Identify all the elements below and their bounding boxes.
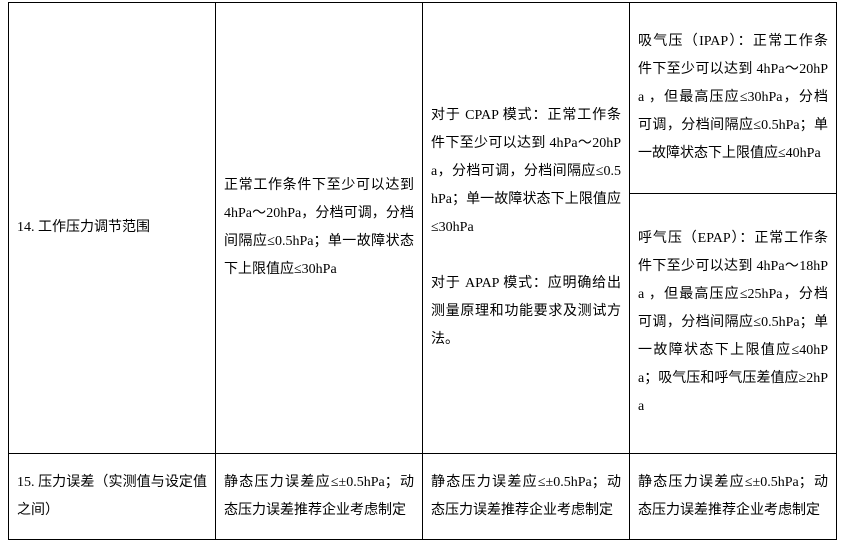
row14-col4a: 吸气压（IPAP）：正常工作条件下至少可以达到 4hPa～20hPa ，但最高压…	[638, 34, 828, 161]
row15-col4-cell: 静态压力误差应≤±0.5hPa；动态压力误差推荐企业考虑制定	[630, 454, 837, 540]
row14-col3-p1: 对于 CPAP 模式：正常工作条件下至少可以达到 4hPa～20hPa，分档可调…	[431, 102, 621, 242]
row14-col3-cell: 对于 CPAP 模式：正常工作条件下至少可以达到 4hPa～20hPa，分档可调…	[423, 3, 630, 454]
row15-col2-cell: 静态压力误差应≤±0.5hPa；动态压力误差推荐企业考虑制定	[216, 454, 423, 540]
row15-col4: 静态压力误差应≤±0.5hPa；动态压力误差推荐企业考虑制定	[638, 475, 828, 518]
row15-col3: 静态压力误差应≤±0.5hPa；动态压力误差推荐企业考虑制定	[431, 475, 621, 518]
page-wrap: 14. 工作压力调节范围 正常工作条件下至少可以达到 4hPa～20hPa，分档…	[0, 0, 845, 548]
row15-col2: 静态压力误差应≤±0.5hPa；动态压力误差推荐企业考虑制定	[224, 475, 414, 518]
row14-label: 14. 工作压力调节范围	[17, 220, 150, 235]
row14-col4a-cell: 吸气压（IPAP）：正常工作条件下至少可以达到 4hPa～20hPa ，但最高压…	[630, 3, 837, 194]
table-row: 15. 压力误差（实测值与设定值之间） 静态压力误差应≤±0.5hPa；动态压力…	[9, 454, 837, 540]
row14-col3-p2: 对于 APAP 模式：应明确给出测量原理和功能要求及测试方法。	[431, 270, 621, 354]
row14-label-cell: 14. 工作压力调节范围	[9, 3, 216, 454]
row15-col3-cell: 静态压力误差应≤±0.5hPa；动态压力误差推荐企业考虑制定	[423, 454, 630, 540]
row15-label-cell: 15. 压力误差（实测值与设定值之间）	[9, 454, 216, 540]
spec-table: 14. 工作压力调节范围 正常工作条件下至少可以达到 4hPa～20hPa，分档…	[8, 2, 837, 540]
row15-label: 15. 压力误差（实测值与设定值之间）	[17, 475, 207, 518]
row14-col2: 正常工作条件下至少可以达到 4hPa～20hPa，分档可调，分档间隔应≤0.5h…	[224, 178, 414, 277]
row14-col2-cell: 正常工作条件下至少可以达到 4hPa～20hPa，分档可调，分档间隔应≤0.5h…	[216, 3, 423, 454]
row14-col4b-cell: 呼气压（EPAP）：正常工作条件下至少可以达到 4hPa～18hPa ，但最高压…	[630, 193, 837, 453]
row14-col4b: 呼气压（EPAP）：正常工作条件下至少可以达到 4hPa～18hPa ，但最高压…	[638, 231, 828, 414]
table-row: 14. 工作压力调节范围 正常工作条件下至少可以达到 4hPa～20hPa，分档…	[9, 3, 837, 194]
